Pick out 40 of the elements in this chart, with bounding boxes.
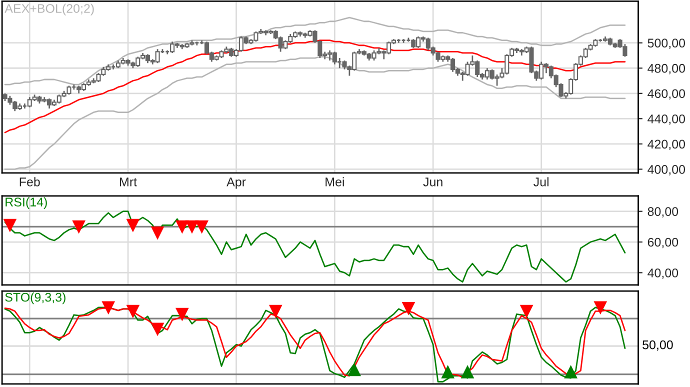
y-tick-label: 440,00 [648, 114, 686, 125]
point [151, 322, 164, 336]
point [402, 302, 415, 314]
y-tick-label: 460,00 [648, 89, 686, 100]
x-tick-label: Jul [534, 177, 548, 186]
point [196, 220, 208, 233]
point [102, 301, 115, 314]
line-series [4, 210, 626, 283]
chart-title: AEX+BOL(20;2) [4, 4, 94, 16]
text: 50,00 [642, 340, 673, 351]
point [520, 304, 533, 318]
point [348, 364, 361, 376]
point [4, 218, 16, 232]
x-tick-label: Mei [326, 177, 344, 186]
y-tick-label: 60,00 [648, 238, 678, 248]
x-tick-label: Feb [20, 177, 40, 186]
point [269, 304, 282, 318]
y-tick-label: 80,00 [648, 207, 678, 218]
point [126, 218, 140, 232]
point [594, 301, 607, 314]
point [186, 220, 198, 233]
point [564, 366, 578, 378]
point [176, 220, 188, 233]
y-tick-label: 40,00 [648, 268, 678, 279]
point [151, 226, 164, 240]
x-tick-label: Mrt [120, 178, 137, 186]
y-tick-label: 420,00 [648, 140, 686, 150]
x-tick-label: Jun [423, 178, 442, 186]
chart-title: RSI(14) [6, 197, 47, 209]
chart-title: STO(9,3,3) [5, 292, 66, 304]
x-tick-label: Apr [226, 178, 246, 189]
point [126, 304, 140, 318]
y-tick-label: 500,00 [648, 38, 686, 49]
y-tick-label: 480,00 [648, 64, 686, 74]
point [461, 366, 474, 378]
point [176, 308, 188, 320]
y-tick-label: 400,00 [648, 165, 686, 176]
line-series [4, 16, 626, 86]
point [442, 366, 454, 378]
point [72, 220, 86, 233]
